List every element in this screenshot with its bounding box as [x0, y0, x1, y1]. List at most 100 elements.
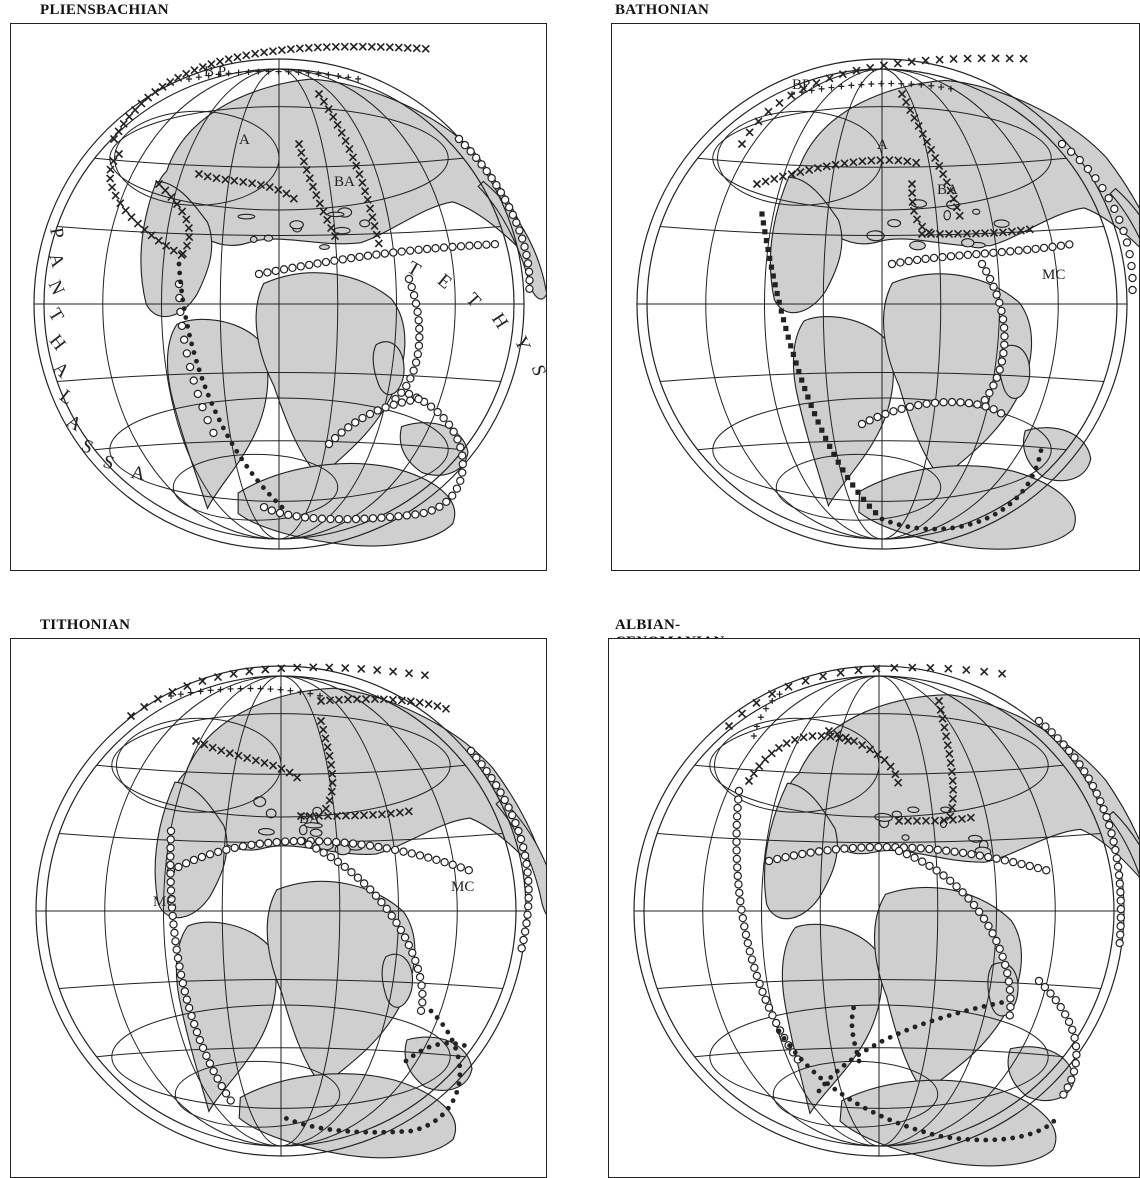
- panel-title: TITHONIAN: [40, 617, 131, 633]
- continents: [763, 694, 1139, 1167]
- boundary-transform: [751, 691, 783, 739]
- island: [309, 828, 323, 837]
- parallel: [96, 764, 466, 775]
- boundary-subduction: [296, 807, 413, 821]
- laurasia: [787, 694, 1139, 900]
- boundary-ridge: [1034, 976, 1081, 1099]
- island: [249, 235, 258, 244]
- ocean-letter: H: [487, 310, 512, 333]
- map-label: MC: [153, 894, 176, 910]
- africa: [255, 272, 406, 479]
- boundary-dots: [776, 1028, 1057, 1143]
- island: [909, 240, 926, 251]
- boundary-dots: [283, 1008, 463, 1135]
- island: [319, 244, 330, 250]
- boundary-dots: [176, 261, 285, 510]
- island: [359, 219, 371, 228]
- boundary-ridge: [259, 389, 468, 524]
- parallel: [57, 225, 501, 236]
- polar-circle-north-small: [714, 717, 880, 813]
- panel-title: BATHONIAN: [615, 2, 710, 18]
- island: [961, 238, 975, 248]
- india: [372, 341, 405, 396]
- continents: [154, 687, 546, 1159]
- boundary-square-dots: [759, 211, 879, 516]
- boundary-dots: [403, 1040, 467, 1064]
- boundary-subduction: [294, 139, 340, 241]
- polar-circle-north: [111, 713, 451, 818]
- continents: [140, 78, 546, 547]
- boundary-subduction: [316, 716, 337, 813]
- parallel: [94, 157, 464, 168]
- island: [887, 219, 902, 228]
- island: [901, 834, 910, 841]
- boundary-subduction: [744, 731, 853, 786]
- south-america: [166, 318, 269, 510]
- parallel: [694, 1047, 1064, 1058]
- boundary-dots: [816, 1000, 1004, 1094]
- ocean-letter: N: [44, 277, 69, 298]
- map-label: MC: [451, 879, 474, 895]
- boundary-subduction: [316, 694, 451, 713]
- map-label: A: [239, 132, 250, 148]
- africa: [266, 880, 416, 1088]
- cimmerian-arc: [1109, 187, 1139, 309]
- polar-circle-south-small: [772, 1060, 939, 1128]
- boundary-subduction: [106, 149, 186, 260]
- boundary-subduction: [314, 89, 383, 248]
- boundary-ridge: [454, 134, 534, 293]
- ocean-letter: A: [49, 358, 74, 383]
- parallel: [96, 1047, 466, 1058]
- boundary-ridge: [391, 274, 424, 404]
- boundary-subduction: [752, 156, 921, 189]
- boundary-ridge: [466, 746, 533, 953]
- map-label: BA: [937, 182, 958, 198]
- ocean-letter: L: [55, 386, 77, 410]
- ocean-letter: A: [44, 251, 68, 271]
- island: [253, 796, 267, 808]
- parallel: [697, 440, 1067, 451]
- boundary-subduction: [824, 726, 903, 787]
- polar-circle-south-small: [172, 453, 339, 521]
- laurasia: [157, 78, 536, 265]
- parallel: [660, 372, 1104, 383]
- cimmerian-arc: [1106, 810, 1139, 935]
- graticule: [636, 58, 1128, 550]
- parallel: [59, 832, 503, 843]
- cimmerian-arc: [495, 798, 546, 921]
- ocean-letter: P: [45, 226, 68, 240]
- map-label: BA: [334, 174, 355, 190]
- boundary-subduction: [737, 54, 1028, 149]
- island: [907, 806, 920, 814]
- polar-circle-north-small: [116, 717, 282, 813]
- parallel: [59, 979, 503, 990]
- map-label: BP: [792, 77, 810, 93]
- africa: [873, 887, 1022, 1094]
- map-label: A: [877, 137, 888, 153]
- boundary-subduction: [897, 89, 964, 220]
- map-frame: BP A BA MC: [611, 23, 1140, 571]
- boundary-ridge: [977, 259, 1009, 405]
- map-label: BA: [299, 811, 320, 827]
- polar-circle-south: [111, 1004, 451, 1109]
- map-albian-cenomanian: [633, 663, 1139, 1167]
- polar-circle-south: [712, 397, 1052, 502]
- australia: [399, 422, 469, 476]
- boundary-ridge: [254, 240, 500, 279]
- parallel: [57, 372, 501, 383]
- boundary-ridge: [1034, 716, 1126, 948]
- island: [257, 828, 275, 836]
- map-tithonian: BA MC MC: [35, 663, 546, 1159]
- polar-circle-south: [109, 397, 449, 502]
- map-frame: [608, 638, 1140, 1178]
- boundary-subduction: [126, 663, 429, 721]
- ocean-letter: A: [129, 462, 146, 485]
- ocean-letter: E: [433, 270, 455, 294]
- boundary-dots: [879, 448, 1044, 532]
- boundary-subduction: [191, 736, 302, 782]
- south-america: [175, 921, 277, 1113]
- parallel: [697, 157, 1067, 168]
- boundary-subduction: [194, 169, 298, 203]
